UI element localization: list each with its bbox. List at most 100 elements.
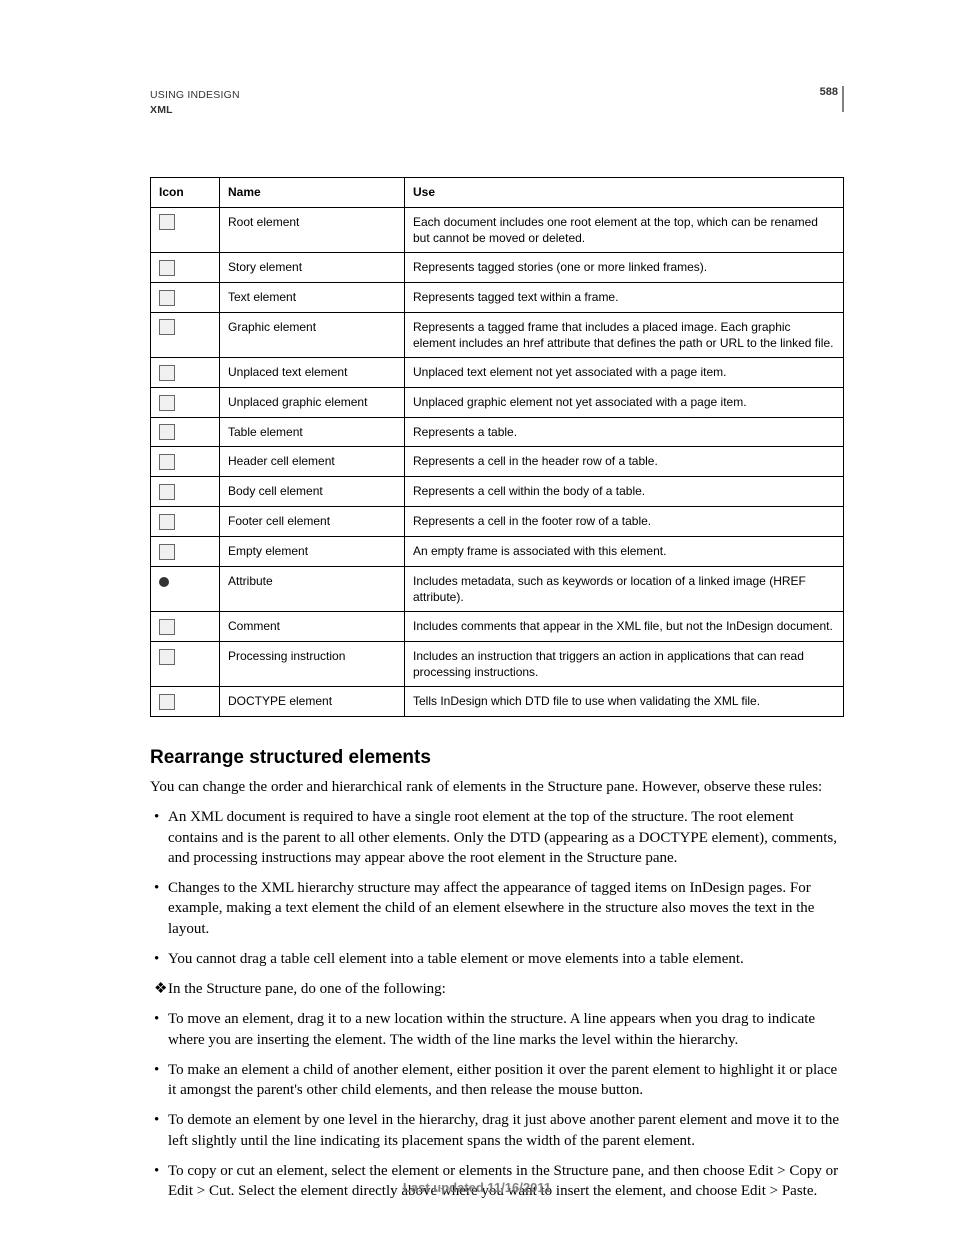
- name-cell: Unplaced graphic element: [220, 387, 405, 417]
- name-cell: DOCTYPE element: [220, 687, 405, 717]
- name-cell: Processing instruction: [220, 641, 405, 686]
- table-row: AttributeIncludes metadata, such as keyw…: [151, 566, 844, 611]
- icon-cell: [151, 447, 220, 477]
- header-cell-element-icon: [159, 454, 175, 470]
- use-cell: Includes an instruction that triggers an…: [405, 641, 844, 686]
- list-item-text: An XML document is required to have a si…: [168, 809, 837, 866]
- use-cell: Includes metadata, such as keywords or l…: [405, 566, 844, 611]
- table-row: Header cell elementRepresents a cell in …: [151, 447, 844, 477]
- bullet-icon: •: [154, 949, 159, 969]
- icon-cell: [151, 252, 220, 282]
- footer-cell-element-icon: [159, 514, 175, 530]
- list-item-text: To demote an element by one level in the…: [168, 1112, 839, 1148]
- table-row: Root elementEach document includes one r…: [151, 207, 844, 252]
- icon-cell: [151, 536, 220, 566]
- bullet-icon: •: [154, 1161, 159, 1181]
- list-item: • You cannot drag a table cell element in…: [150, 949, 844, 969]
- name-cell: Root element: [220, 207, 405, 252]
- bullet-icon: •: [154, 878, 159, 898]
- name-cell: Comment: [220, 612, 405, 642]
- table-row: Empty elementAn empty frame is associate…: [151, 536, 844, 566]
- name-cell: Attribute: [220, 566, 405, 611]
- icon-cell: [151, 417, 220, 447]
- story-element-icon: [159, 260, 175, 276]
- name-cell: Table element: [220, 417, 405, 447]
- doctype-element-icon: [159, 694, 175, 710]
- icon-cell: [151, 387, 220, 417]
- icon-cell: [151, 566, 220, 611]
- elements-table: Icon Name Use Root elementEach document …: [150, 177, 844, 717]
- bullet-icon: •: [154, 807, 159, 827]
- bullet-icon: •: [154, 1110, 159, 1130]
- name-cell: Body cell element: [220, 477, 405, 507]
- list-item-text: In the Structure pane, do one of the fol…: [168, 981, 446, 997]
- col-header-use: Use: [405, 178, 844, 207]
- bullet-icon: •: [154, 1060, 159, 1080]
- use-cell: Represents a table.: [405, 417, 844, 447]
- list-item: ❖In the Structure pane, do one of the fo…: [150, 979, 844, 999]
- icon-cell: [151, 357, 220, 387]
- page-number: 588: [820, 86, 844, 112]
- list-item: • To demote an element by one level in th…: [150, 1110, 844, 1151]
- list-item: • To make an element a child of another e…: [150, 1060, 844, 1101]
- table-row: Unplaced text elementUnplaced text eleme…: [151, 357, 844, 387]
- use-cell: Represents tagged text within a frame.: [405, 282, 844, 312]
- section-intro: You can change the order and hierarchica…: [150, 777, 844, 797]
- name-cell: Story element: [220, 252, 405, 282]
- table-element-icon: [159, 424, 175, 440]
- processing-instruction-icon: [159, 649, 175, 665]
- use-cell: Represents a cell in the footer row of a…: [405, 507, 844, 537]
- name-cell: Footer cell element: [220, 507, 405, 537]
- col-header-icon: Icon: [151, 178, 220, 207]
- use-cell: Represents tagged stories (one or more l…: [405, 252, 844, 282]
- table-row: Processing instructionIncludes an instru…: [151, 641, 844, 686]
- icon-cell: [151, 641, 220, 686]
- icon-cell: [151, 687, 220, 717]
- bullet-icon: •: [154, 1009, 159, 1029]
- name-cell: Graphic element: [220, 312, 405, 357]
- header-title: USING INDESIGN: [150, 88, 240, 103]
- graphic-element-icon: [159, 319, 175, 335]
- attribute-icon: [159, 577, 169, 587]
- use-cell: Represents a cell in the header row of a…: [405, 447, 844, 477]
- body-cell-element-icon: [159, 484, 175, 500]
- unplaced-text-element-icon: [159, 365, 175, 381]
- use-cell: Tells InDesign which DTD file to use whe…: [405, 687, 844, 717]
- comment-icon: [159, 619, 175, 635]
- list-item-text: You cannot drag a table cell element int…: [168, 951, 744, 967]
- name-cell: Empty element: [220, 536, 405, 566]
- use-cell: Unplaced graphic element not yet associa…: [405, 387, 844, 417]
- use-cell: Represents a cell within the body of a t…: [405, 477, 844, 507]
- table-row: Footer cell elementRepresents a cell in …: [151, 507, 844, 537]
- list-item: •Changes to the XML hierarchy structure …: [150, 878, 844, 939]
- use-cell: Unplaced text element not yet associated…: [405, 357, 844, 387]
- use-cell: Represents a tagged frame that includes …: [405, 312, 844, 357]
- root-element-icon: [159, 214, 175, 230]
- icon-cell: [151, 207, 220, 252]
- icon-cell: [151, 312, 220, 357]
- name-cell: Header cell element: [220, 447, 405, 477]
- col-header-name: Name: [220, 178, 405, 207]
- icon-cell: [151, 507, 220, 537]
- empty-element-icon: [159, 544, 175, 560]
- footer: Last updated 11/16/2011: [0, 1180, 954, 1195]
- name-cell: Text element: [220, 282, 405, 312]
- use-cell: An empty frame is associated with this e…: [405, 536, 844, 566]
- section-heading: Rearrange structured elements: [150, 747, 844, 769]
- table-row: CommentIncludes comments that appear in …: [151, 612, 844, 642]
- use-cell: Includes comments that appear in the XML…: [405, 612, 844, 642]
- list-item: • An XML document is required to have a s…: [150, 807, 844, 868]
- table-row: Body cell elementRepresents a cell withi…: [151, 477, 844, 507]
- header-subtitle: XML: [150, 103, 240, 118]
- list-item-text: To make an element a child of another el…: [168, 1062, 837, 1098]
- icon-cell: [151, 477, 220, 507]
- table-row: Unplaced graphic elementUnplaced graphic…: [151, 387, 844, 417]
- table-row: Table elementRepresents a table.: [151, 417, 844, 447]
- name-cell: Unplaced text element: [220, 357, 405, 387]
- unplaced-graphic-element-icon: [159, 395, 175, 411]
- table-row: Graphic elementRepresents a tagged frame…: [151, 312, 844, 357]
- bullet-list: • An XML document is required to have a s…: [150, 807, 844, 1201]
- icon-cell: [151, 612, 220, 642]
- table-row: Text elementRepresents tagged text withi…: [151, 282, 844, 312]
- page: USING INDESIGN XML 588 Icon Name Use Roo…: [0, 0, 954, 1235]
